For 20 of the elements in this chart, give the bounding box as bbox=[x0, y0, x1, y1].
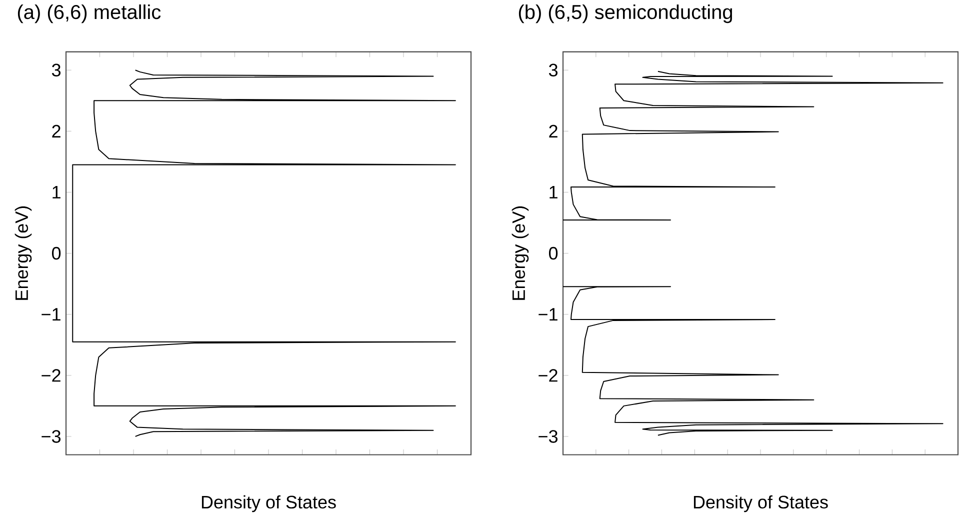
y-tick-label: −3 bbox=[42, 430, 61, 444]
y-tick-label: 2 bbox=[52, 125, 60, 138]
y-tick-label: 3 bbox=[52, 64, 61, 77]
chart-title: (b) (6,5) semiconducting bbox=[518, 4, 732, 24]
y-tick-label: −2 bbox=[538, 369, 558, 382]
y-tick-label: 0 bbox=[548, 247, 558, 260]
y-tick-label: 1 bbox=[550, 186, 558, 199]
y-tick-label: 3 bbox=[548, 64, 558, 77]
y-axis-title: Energy (eV) bbox=[14, 206, 32, 300]
x-axis-title: Density of States bbox=[202, 496, 336, 512]
y-tick-label: 2 bbox=[549, 125, 558, 138]
y-tick-label: −3 bbox=[538, 430, 558, 444]
y-tick-label: 1 bbox=[52, 186, 60, 199]
chart-title: (a) (6,6) metallic bbox=[18, 4, 161, 24]
y-tick-label: −1 bbox=[42, 308, 60, 321]
y-tick-label: −2 bbox=[42, 369, 60, 382]
y-tick-label: 0 bbox=[52, 247, 61, 260]
y-axis-title: Energy (eV) bbox=[512, 206, 529, 300]
y-tick-label: −1 bbox=[538, 308, 558, 321]
x-axis-title: Density of States bbox=[694, 496, 828, 512]
